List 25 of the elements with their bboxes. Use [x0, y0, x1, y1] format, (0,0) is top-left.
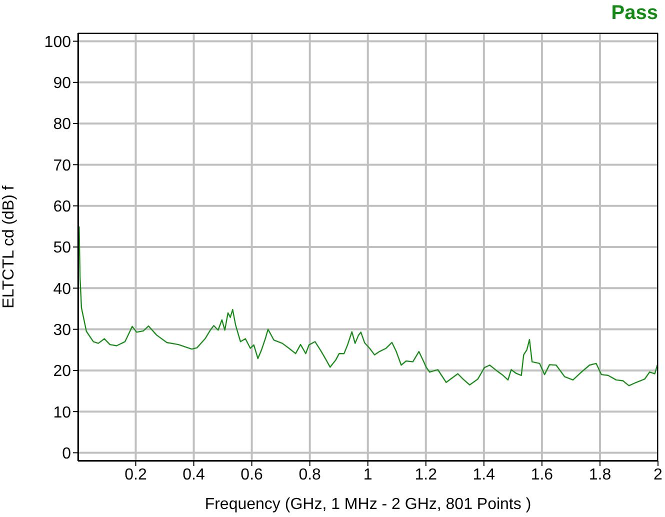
- y-tick-label: 90: [53, 75, 72, 92]
- x-tick-label: 0.6: [240, 466, 264, 484]
- y-tick-label: 30: [53, 322, 72, 339]
- y-tick-label: 80: [53, 116, 72, 134]
- x-tick-label: 1.2: [414, 466, 438, 484]
- x-tick-label: 1.8: [588, 466, 612, 484]
- x-tick-label: 1.4: [472, 466, 496, 484]
- x-axis-title: Frequency (GHz, 1 MHz - 2 GHz, 801 Points ): [204, 496, 532, 513]
- y-tick-label: 20: [53, 363, 72, 380]
- y-tick-label: 100: [44, 34, 72, 51]
- x-tick-label: 0.8: [298, 466, 322, 484]
- line-series: [78, 226, 658, 386]
- text: Pass: [611, 2, 658, 25]
- y-axis-title: ELTCTL cd (dB) f: [0, 185, 18, 308]
- y-tick-label: 10: [53, 404, 72, 422]
- x-tick-label: 2: [654, 466, 663, 484]
- y-tick-label: 50: [53, 240, 72, 257]
- y-tick-label: 70: [53, 157, 72, 174]
- y-tick-label: 60: [53, 198, 72, 216]
- y-tick-label: 0: [62, 445, 72, 462]
- y-tick-label: 40: [53, 280, 72, 298]
- x-tick-label: 0.2: [124, 466, 147, 484]
- x-tick-label: 0.4: [182, 466, 205, 484]
- x-tick-label: 1.6: [530, 466, 554, 484]
- x-tick-label: 1: [363, 466, 372, 484]
